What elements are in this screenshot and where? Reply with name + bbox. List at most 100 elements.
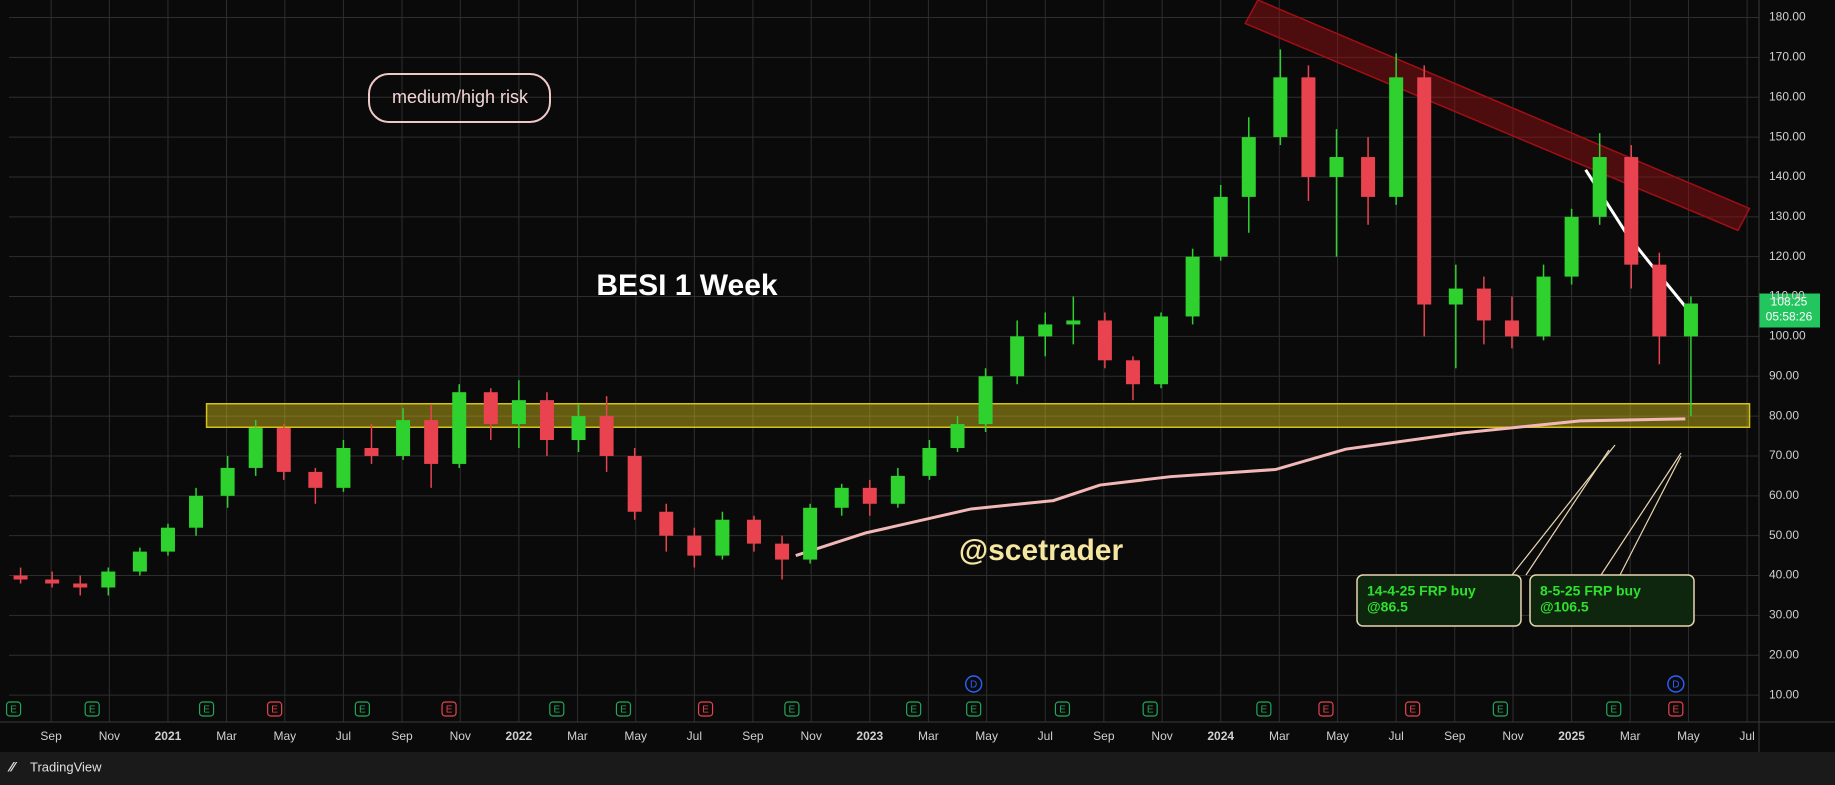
x-tick-label: Mar [918, 729, 939, 743]
earnings-marker [1405, 701, 1421, 717]
price-tag [1759, 293, 1820, 328]
earnings-marker [1256, 701, 1272, 717]
candle-body [1301, 77, 1316, 177]
y-tick-label: 10.00 [1769, 687, 1799, 701]
candle-body [1154, 316, 1169, 385]
price-tag-value: 108.25 [1771, 295, 1808, 309]
candle-body [483, 392, 498, 425]
x-tick-label: Mar [567, 729, 588, 743]
callout-pointer [1525, 449, 1610, 576]
candle-body [1683, 303, 1698, 337]
earnings-marker [1606, 701, 1622, 717]
candle-body [73, 583, 88, 588]
candle-body [1273, 77, 1288, 138]
candle-body [862, 487, 877, 504]
indicator-line [795, 417, 1686, 558]
y-tick-label: 170.00 [1769, 50, 1806, 64]
candle-body [424, 420, 439, 464]
y-tick-label: 40.00 [1769, 568, 1799, 582]
x-tick-label: Sep [742, 729, 764, 743]
y-tick-label: 70.00 [1769, 448, 1799, 462]
x-tick-label: Nov [801, 729, 822, 743]
earnings-marker [198, 701, 215, 717]
brand[interactable]: TradingView [30, 759, 102, 774]
watermark: @scetrader [959, 534, 1124, 567]
footer [0, 752, 1835, 785]
callout-text: 14-4-25 FRP buy [1367, 583, 1476, 599]
zones [205, 0, 1751, 429]
x-tick-label: Nov [1502, 729, 1523, 743]
x-tick-label: Sep [40, 729, 62, 743]
earnings-label: E [10, 705, 17, 716]
candle-body [627, 455, 642, 512]
candle-body [599, 416, 614, 456]
x-tick-label: Mar [1620, 729, 1641, 743]
candle-body [890, 475, 905, 504]
earnings-label: E [446, 705, 453, 716]
callout-text: 8-5-25 FRP buy [1540, 583, 1641, 599]
earnings-label: E [1672, 705, 1679, 716]
price-tag-countdown: 05:58:26 [1766, 310, 1813, 324]
candle-body [1066, 320, 1081, 325]
candle-body [715, 519, 730, 556]
candle-body [1389, 77, 1404, 197]
earnings-marker [267, 701, 283, 717]
earnings-marker [784, 701, 800, 717]
candle-body [659, 511, 674, 536]
x-tick-label: Nov [99, 729, 120, 743]
x-tick-label: May [273, 729, 296, 743]
candle-body [396, 420, 411, 456]
candle-body [1125, 360, 1140, 385]
candle-body [539, 400, 554, 441]
earnings-marker [5, 701, 22, 717]
candle-body [775, 543, 790, 560]
candle-body [189, 495, 204, 528]
callout-text: @86.5 [1367, 599, 1408, 615]
candle-body [248, 428, 263, 468]
earnings-label: E [1261, 705, 1268, 716]
dividend-marker [1667, 675, 1685, 693]
candle-body [308, 471, 323, 488]
candle-body [1592, 157, 1607, 217]
candle-body [1010, 336, 1025, 377]
earnings-marker [1318, 701, 1334, 717]
earnings-label: E [1409, 705, 1416, 716]
candle-body [978, 376, 993, 425]
y-tick-label: 90.00 [1769, 368, 1799, 382]
brand-logo[interactable]: ⁄⁄ [7, 759, 17, 775]
earnings-label: E [89, 705, 96, 716]
earnings-label: E [1323, 705, 1330, 716]
candle-body [1185, 256, 1200, 317]
earnings-label: E [789, 705, 796, 716]
candle-body [336, 447, 351, 488]
x-tick-label: 2023 [856, 729, 883, 743]
earnings-label: E [970, 705, 977, 716]
x-tick-label: Nov [1151, 729, 1172, 743]
x-tick-label: May [975, 729, 998, 743]
x-tick-label: May [1677, 729, 1700, 743]
overlay: E E E E E E E E E E E E E E E E E E E E D D 14-4-25 FRP buy@86… [5, 293, 1820, 717]
y-tick-label: 120.00 [1769, 249, 1806, 263]
earnings-marker [697, 701, 714, 717]
dividend-label: D [1672, 680, 1679, 691]
x-tick-label: Jul [1739, 729, 1754, 743]
earnings-marker [354, 701, 370, 717]
x-tick-label: Mar [1269, 729, 1290, 743]
candle-body [1652, 264, 1667, 337]
earnings-marker [441, 701, 457, 717]
x-tick-label: Sep [1093, 729, 1115, 743]
candle-body [1448, 288, 1463, 305]
earnings-label: E [553, 705, 560, 716]
y-tick-label: 110.00 [1769, 289, 1805, 303]
candle-body [1038, 324, 1053, 337]
candle-body [1624, 157, 1639, 265]
callout-pointer [1619, 455, 1682, 576]
candle-body [1417, 77, 1432, 305]
y-tick-label: 140.00 [1769, 169, 1806, 183]
x-tick-label: 2025 [1558, 729, 1585, 743]
candle-body [746, 519, 761, 544]
earnings-label: E [1147, 705, 1154, 716]
y-tick-label: 100.00 [1769, 329, 1806, 343]
